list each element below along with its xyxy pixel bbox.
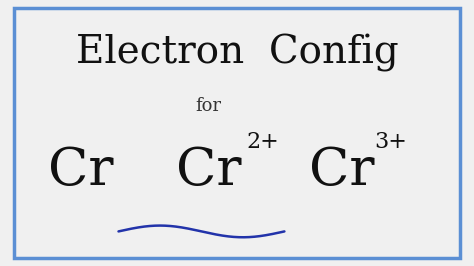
Text: 2+: 2+ [246,131,280,153]
Text: Cr: Cr [176,145,241,196]
Text: Electron  Config: Electron Config [76,34,398,72]
Text: Cr: Cr [309,145,374,196]
Text: 3+: 3+ [374,131,408,153]
Text: for: for [196,97,221,115]
Text: Cr: Cr [48,145,113,196]
